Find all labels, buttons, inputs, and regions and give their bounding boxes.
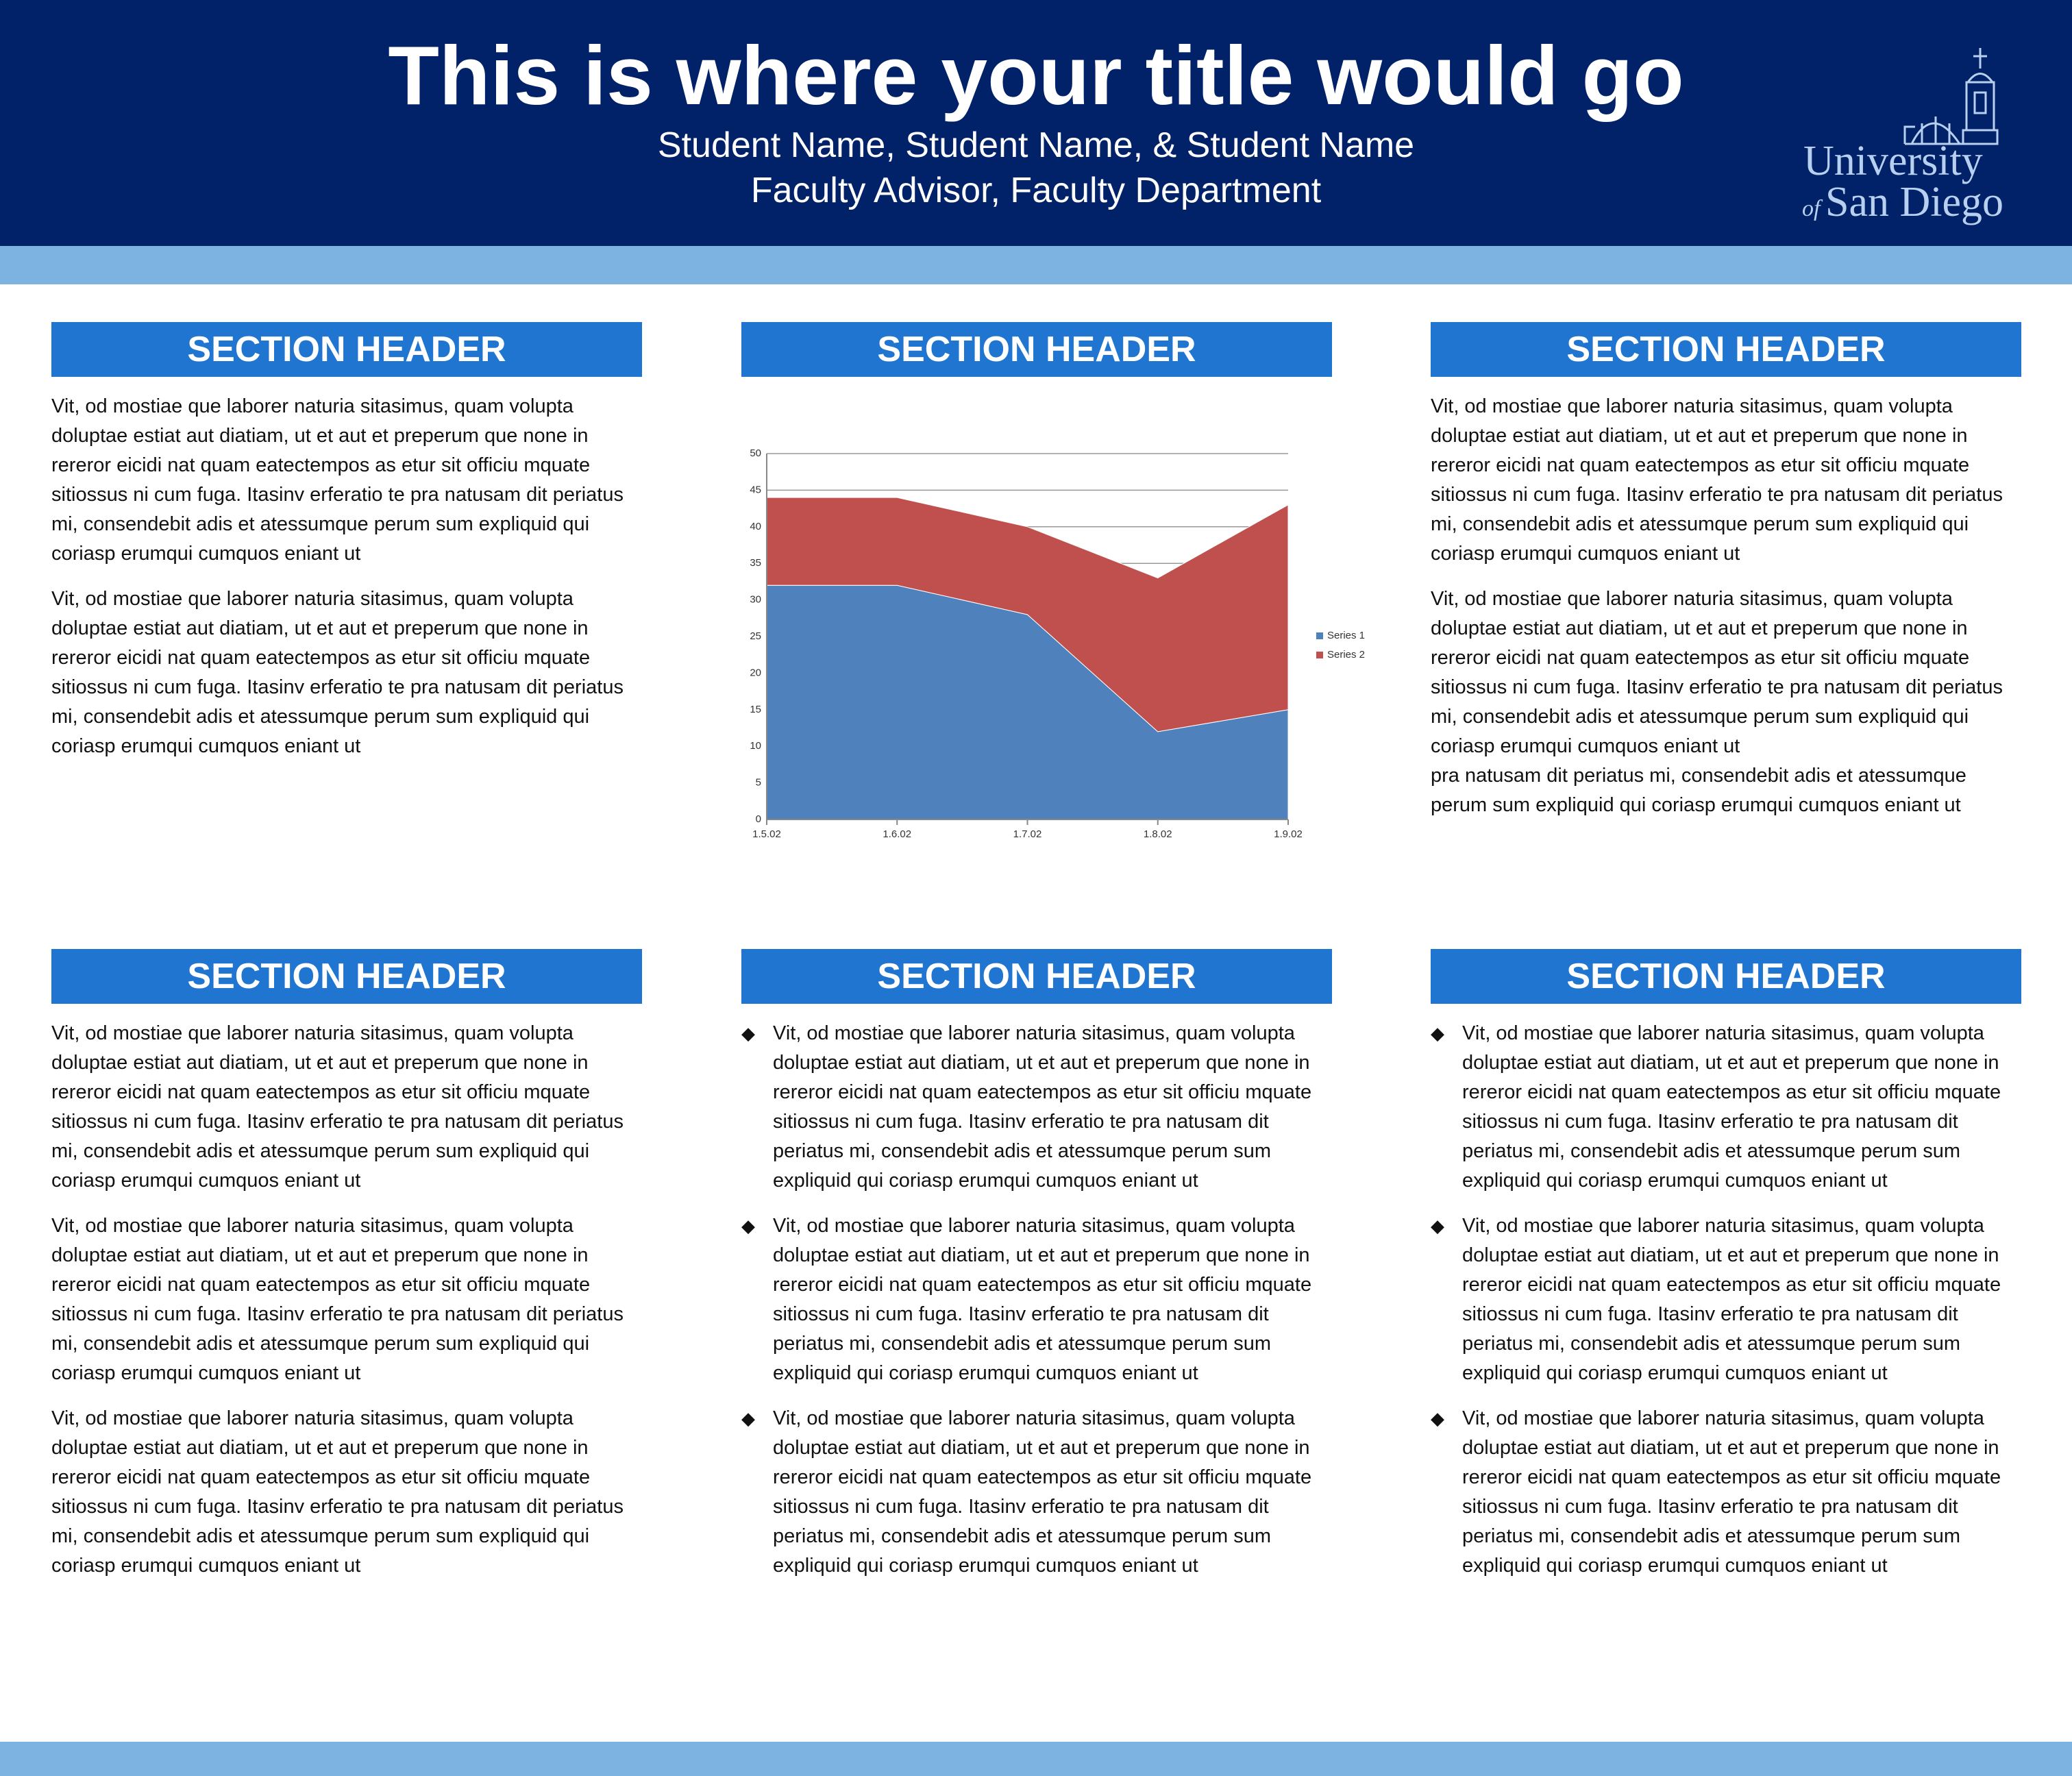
y-tick-label: 25 — [750, 630, 761, 642]
section: SECTION HEADER Vit, od mostiae que labore… — [1431, 322, 2021, 836]
y-tick-label: 20 — [750, 667, 761, 678]
y-tick-label: 0 — [756, 813, 761, 825]
bullet-item: Vit, od mostiae que laborer naturia sita… — [1431, 1404, 2021, 1581]
x-tick-label: 1.5.02 — [752, 828, 781, 840]
paragraph: Vit, od mostiae que laborer naturia sita… — [51, 395, 624, 565]
legend-swatch — [1316, 652, 1323, 658]
accent-band — [0, 1742, 2072, 1776]
y-tick-label: 45 — [750, 484, 761, 495]
section-header: SECTION HEADER — [51, 322, 642, 377]
paragraph: Vit, od mostiae que laborer naturia sita… — [51, 588, 624, 757]
legend-label: Series 1 — [1327, 630, 1365, 641]
area — [766, 497, 1289, 732]
legend-label: Series 2 — [1327, 649, 1365, 661]
bullet-item: Vit, od mostiae que laborer naturia sita… — [741, 1019, 1332, 1196]
paragraph: Vit, od mostiae que laborer naturia sita… — [51, 1215, 624, 1384]
paragraph: Vit, od mostiae que laborer naturia sita… — [51, 1022, 624, 1192]
y-tick-label: 35 — [750, 557, 761, 569]
advisor: Faculty Advisor, Faculty Department — [750, 171, 1322, 210]
logo-text: San Diego — [1825, 179, 2003, 225]
x-tick-label: 1.7.02 — [1013, 828, 1042, 840]
paragraph: Vit, od mostiae que laborer naturia sita… — [1431, 395, 2003, 565]
bullet-item: Vit, od mostiae que laborer naturia sita… — [1431, 1211, 2021, 1388]
section-header: SECTION HEADER — [741, 322, 1332, 377]
section: SECTION HEADER Vit, od mostiae que labore… — [51, 949, 642, 1596]
y-tick-label: 30 — [750, 594, 761, 606]
section-body: Vit, od mostiae que laborer naturia sita… — [51, 1019, 642, 1581]
logo-text: of — [1802, 196, 1823, 221]
y-tick-label: 10 — [750, 740, 761, 752]
section-header: SECTION HEADER — [741, 949, 1332, 1004]
section: SECTION HEADER Vit, od mostiae que labore… — [741, 949, 1332, 1596]
poster-title: This is where your title would go — [388, 29, 1684, 122]
section: SECTION HEADER Vit, od mostiae que labore… — [51, 322, 642, 777]
x-tick-label: 1.8.02 — [1144, 828, 1172, 840]
logo-building — [1903, 48, 1999, 145]
bullet-item: Vit, od mostiae que laborer naturia sita… — [741, 1211, 1332, 1388]
section-header: SECTION HEADER — [1431, 322, 2021, 377]
x-tick-label: 1.9.02 — [1274, 828, 1303, 840]
bullet-item: Vit, od mostiae que laborer naturia sita… — [741, 1404, 1332, 1581]
logo: University of San Diego — [1802, 48, 2003, 225]
header-bar — [0, 0, 2072, 246]
y-tick-label: 15 — [750, 704, 761, 715]
section-header: SECTION HEADER — [1431, 949, 2021, 1004]
section: SECTION HEADER Vit, od mostiae que labore… — [1431, 949, 2021, 1596]
paragraph: pra natusam dit periatus mi, consendebit… — [1431, 765, 1966, 816]
chart: 0 5 10 15 20 25 30 35 40 45 50 1.5.02 1.6.02 1.7.02 1.… — [750, 447, 1365, 840]
paragraph: Vit, od mostiae que laborer naturia sita… — [1431, 588, 2003, 757]
authors: Student Name, Student Name, & Student Na… — [657, 125, 1415, 165]
x-tick-label: 1.6.02 — [883, 828, 911, 840]
y-tick-label: 50 — [750, 447, 761, 459]
section-body: Vit, od mostiae que laborer naturia sita… — [51, 392, 642, 761]
section: SECTION HEADER — [741, 322, 1332, 377]
y-tick-label: 40 — [750, 521, 761, 532]
y-tick-label: 5 — [756, 777, 761, 789]
bullet-item: Vit, od mostiae que laborer naturia sita… — [1431, 1019, 2021, 1196]
section-body: Vit, od mostiae que laborer naturia sita… — [741, 1019, 1332, 1581]
legend-swatch — [1316, 632, 1323, 639]
paragraph: Vit, od mostiae que laborer naturia sita… — [51, 1407, 624, 1577]
accent-band — [0, 246, 2072, 284]
section-header: SECTION HEADER — [51, 949, 642, 1004]
section-body: Vit, od mostiae que laborer naturia sita… — [1431, 1019, 2021, 1581]
section-body: Vit, od mostiae que laborer naturia sita… — [1431, 392, 2021, 820]
logo-text: University — [1803, 138, 1983, 184]
